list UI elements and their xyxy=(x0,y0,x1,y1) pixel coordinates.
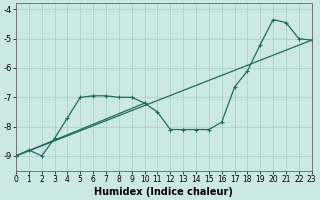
X-axis label: Humidex (Indice chaleur): Humidex (Indice chaleur) xyxy=(94,187,233,197)
